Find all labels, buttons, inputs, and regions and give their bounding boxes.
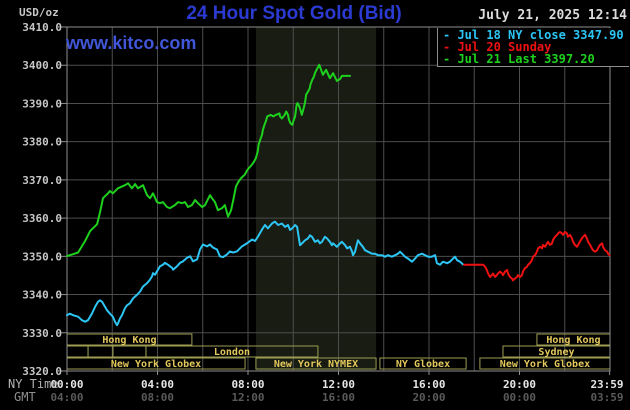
session-bar [112,345,147,358]
session-bar-label: Hong Kong [102,335,156,346]
axis-label: 08:00 [141,391,174,404]
axis-label: 20:00 [412,391,445,404]
axis-label: 3400.0 [22,59,62,72]
price-series-jul20-sunday [463,230,611,282]
axis-label: 04:00 [50,391,83,404]
axis-label: 03:59 [590,391,623,404]
axis-label: 3410.0 [22,21,62,34]
chart-legend: - Jul 18 NY close 3347.90- Jul 20 Sunday… [437,28,629,67]
ny-time-axis-label: NY Time [8,377,59,391]
axis-label: 12:00 [322,378,355,391]
plot-border [66,26,611,372]
axis-label: 3340.0 [22,289,62,302]
axis-label: 3390.0 [22,97,62,110]
price-series-jul18-ny-close [66,220,464,327]
axis-label: 3370.0 [22,174,62,187]
axis-label: 3380.0 [22,136,62,149]
axis-label: 16:00 [412,378,445,391]
axis-label: 00:00 [503,391,536,404]
session-bar [255,357,377,370]
session-bar [145,345,319,358]
axis-label: 04:00 [141,378,174,391]
chart-datetime: July 21, 2025 12:14 [478,8,627,23]
axis-label: 23:59 [590,378,623,391]
axis-label: 12:00 [231,391,264,404]
session-bar-label: Hong Kong [546,335,600,346]
chart-title: 24 Hour Spot Gold (Bid) [186,3,402,24]
session-bar-label: New York Globex [111,359,201,370]
gmt-axis-label: GMT [14,390,36,404]
session-bar-label: New York Globex [500,359,590,370]
legend-item: - Jul 20 Sunday [443,40,552,55]
price-series-jul21-today [66,63,351,257]
kitco-watermark-link[interactable]: www.kitco.com [66,33,197,53]
session-bar-label: New York NYMEX [274,359,358,370]
axis-label: 00:00 [50,378,83,391]
axis-label: 3330.0 [22,327,62,340]
comex-session-band [255,27,377,371]
axis-label: 20:00 [503,378,536,391]
axis-label: 3350.0 [22,250,62,263]
session-bar-label: Sydney [538,347,574,358]
axis-label: 3360.0 [22,212,62,225]
axis-label: 3320.0 [22,365,62,378]
session-bar [379,357,467,370]
session-bar [66,345,89,358]
session-bar [87,345,114,358]
axis-label: 16:00 [322,391,355,404]
y-axis-unit-label: USD/oz [19,6,59,19]
session-bar-label: NY Globex [396,359,450,370]
legend-item: - Jul 18 NY close 3347.90 [443,28,624,42]
session-bar-label: London [214,347,250,358]
axis-label: 08:00 [231,378,264,391]
legend-item: - Jul 21 Last 3397.20 [443,52,595,67]
